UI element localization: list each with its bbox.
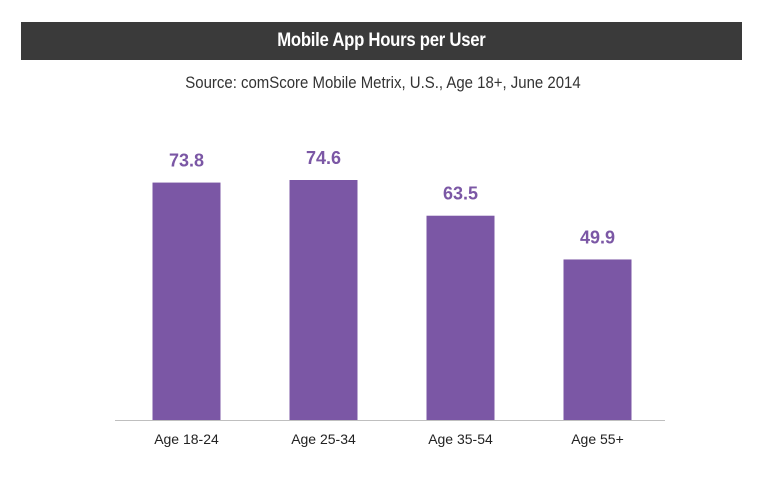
category-label-3: Age 35-54	[428, 431, 493, 447]
value-label-3: 63.5	[443, 184, 478, 204]
bar-4	[563, 259, 632, 420]
chart-subtitle: Source: comScore Mobile Metrix, U.S., Ag…	[185, 73, 581, 92]
category-label-4: Age 55+	[571, 431, 624, 447]
category-label-2: Age 25-34	[291, 431, 356, 447]
value-label-4: 49.9	[580, 227, 615, 247]
bar-3	[426, 215, 495, 420]
bar-1	[152, 182, 221, 420]
value-label-1: 73.8	[169, 151, 204, 171]
chart-title: Mobile App Hours per User	[277, 30, 486, 51]
bar-2	[289, 180, 358, 420]
value-label-2: 74.6	[306, 148, 341, 168]
chart-title-bar: Mobile App Hours per User	[21, 22, 742, 60]
category-label-1: Age 18-24	[154, 431, 219, 447]
